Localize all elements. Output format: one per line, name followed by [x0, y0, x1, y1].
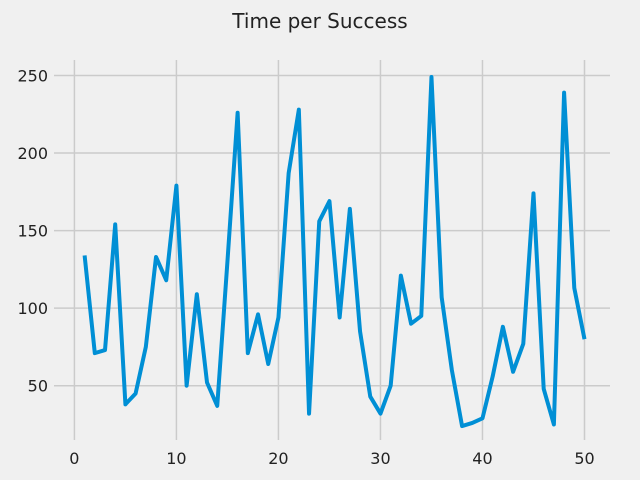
- x-tick-label: 10: [166, 449, 186, 468]
- y-tick-label: 150: [17, 222, 48, 241]
- x-axis-ticks: 0 10 20 30 40 50: [69, 449, 594, 468]
- series-layer: [82, 75, 587, 429]
- x-tick-label: 50: [574, 449, 594, 468]
- chart-title: Time per Success: [231, 9, 407, 33]
- x-tick-label: 30: [370, 449, 390, 468]
- x-tick-label: 40: [472, 449, 492, 468]
- series-line: [82, 75, 587, 429]
- y-tick-label: 250: [17, 67, 48, 86]
- y-tick-label: 100: [17, 299, 48, 318]
- y-tick-label: 200: [17, 144, 48, 163]
- y-axis-ticks: 50 100 150 200 250: [17, 67, 48, 396]
- y-tick-label: 50: [28, 377, 48, 396]
- x-tick-label: 20: [268, 449, 288, 468]
- x-tick-label: 0: [69, 449, 79, 468]
